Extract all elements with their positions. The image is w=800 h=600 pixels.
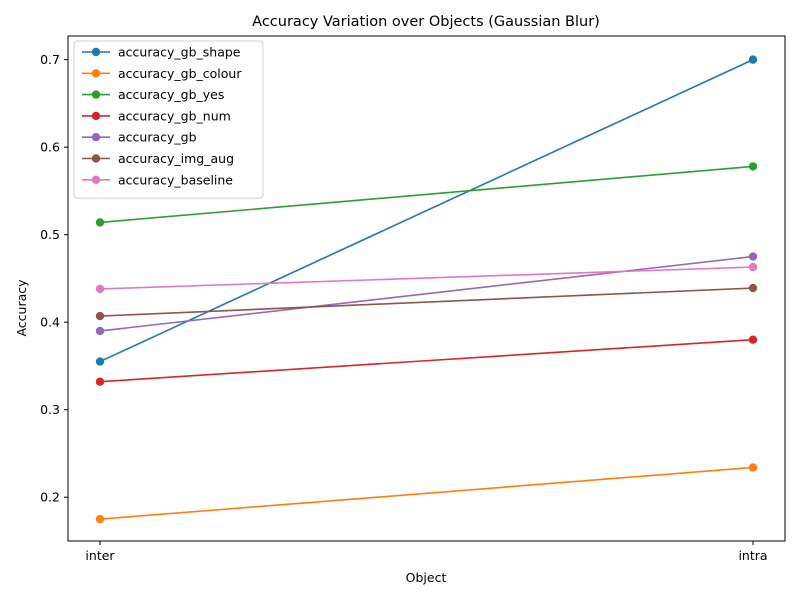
legend-item: accuracy_gb_shape [82, 45, 241, 60]
y-tick-label: 0.7 [40, 52, 60, 67]
legend-marker [91, 69, 101, 78]
series-line [99, 165, 754, 224]
series-accuracy_gb_colour [95, 463, 758, 524]
series-accuracy_baseline [95, 262, 758, 294]
series-line [99, 287, 754, 317]
series-accuracy_img_aug [95, 283, 758, 321]
plot-area [67, 35, 786, 542]
legend-item: accuracy_gb_colour [82, 66, 242, 81]
legend-item: accuracy_baseline [82, 172, 233, 187]
data-point [748, 55, 758, 64]
legend-item: accuracy_img_aug [82, 151, 234, 166]
series-line [99, 255, 754, 332]
data-point [748, 252, 758, 261]
data-point [95, 514, 105, 524]
legend-marker [91, 133, 101, 142]
data-point [748, 335, 758, 344]
legend-label: accuracy_img_aug [118, 151, 234, 166]
data-point [95, 357, 105, 366]
series-layer [95, 55, 758, 524]
legend-marker [91, 47, 101, 57]
y-axis-label: Accuracy [14, 279, 29, 337]
chart-title: Accuracy Variation over Objects (Gaussia… [252, 14, 600, 30]
series-accuracy_gb [95, 252, 758, 336]
y-tick-label: 0.2 [40, 490, 60, 505]
plot-frame [67, 35, 786, 542]
legend-box [73, 40, 264, 199]
data-point [95, 218, 105, 227]
data-point [95, 326, 105, 336]
series-line [99, 338, 754, 383]
legend-marker [91, 111, 101, 121]
y-tick-label: 0.6 [40, 140, 60, 155]
legend-label: accuracy_gb [118, 130, 197, 145]
legend-label: accuracy_gb_colour [118, 66, 242, 81]
y-axis: 0.2 0.3 0.4 0.5 0.6 0.7 [40, 52, 68, 505]
legend: accuracy_gb_shape accuracy_gb_colouraccur… [73, 40, 264, 199]
series-accuracy_gb_num [95, 335, 758, 386]
legend-item: accuracy_gb_yes [82, 87, 224, 102]
x-axis-label: Object [406, 570, 447, 585]
data-point [748, 463, 758, 472]
x-axis: inter intra [85, 541, 768, 563]
series-accuracy_gb_yes [95, 162, 758, 227]
data-point [95, 377, 105, 386]
y-tick-label: 0.4 [40, 315, 60, 330]
legend-label: accuracy_gb_num [118, 108, 231, 123]
series-line [99, 266, 754, 290]
legend-item: accuracy_gb_num [82, 108, 231, 123]
legend-label: accuracy_gb_shape [118, 45, 241, 60]
legend-item: accuracy_gb [82, 130, 197, 145]
x-tick-label: inter [85, 548, 115, 563]
y-tick-label: 0.3 [40, 402, 60, 417]
data-point [95, 311, 105, 321]
y-tick-label: 0.5 [40, 227, 60, 242]
legend-label: accuracy_gb_yes [118, 87, 224, 102]
data-point [748, 162, 758, 171]
data-point [748, 283, 758, 293]
legend-marker [91, 154, 101, 163]
legend-marker [91, 90, 101, 99]
x-tick-label: intra [738, 548, 767, 563]
legend-label: accuracy_baseline [118, 172, 233, 187]
data-point [748, 262, 758, 272]
data-point [95, 284, 105, 294]
series-line [99, 466, 754, 520]
legend-marker [91, 175, 101, 184]
